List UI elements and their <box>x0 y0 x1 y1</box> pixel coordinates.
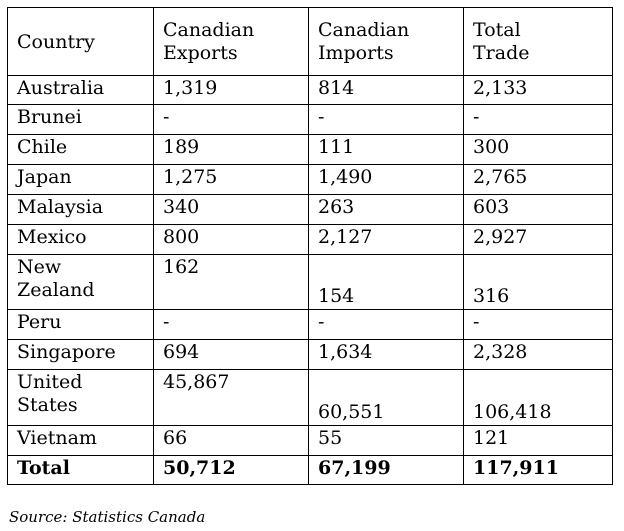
cell-total: 106,418 <box>463 369 613 426</box>
cell-exports: 162 <box>153 254 309 310</box>
cell-total: 300 <box>463 134 613 165</box>
cell-exports: - <box>153 104 309 135</box>
cell-total: 2,765 <box>463 164 613 195</box>
cell-country-text: Peru <box>17 311 62 333</box>
table-body: Country Canadian Exports Canadian Imports … <box>7 7 613 485</box>
header-imports-line: Canadian <box>318 19 410 41</box>
cell-imports: - <box>308 309 464 340</box>
cell-country: Mexico <box>7 224 154 255</box>
cell-exports: - <box>153 309 309 340</box>
table-row: Chile 189 111 300 <box>7 134 613 165</box>
table-row: United States 45,867 60,551 106,418 <box>7 369 613 426</box>
cell-country-text: Zealand <box>17 279 95 301</box>
cell-imports: 1,490 <box>308 164 464 195</box>
header-country-label: Country <box>17 30 95 53</box>
table-row: Vietnam 66 55 121 <box>7 425 613 456</box>
cell-exports: 694 <box>153 339 309 370</box>
cell-exports: 1,319 <box>153 75 309 105</box>
cell-total: - <box>463 104 613 135</box>
table-row: Singapore 694 1,634 2,328 <box>7 339 613 370</box>
header-exports-line: Canadian <box>163 19 255 41</box>
total-label: Total <box>7 455 154 485</box>
cell-exports: 66 <box>153 425 309 456</box>
table-row: New Zealand 162 154 316 <box>7 254 613 310</box>
cell-country-text: Australia <box>17 77 105 99</box>
cell-country: Malaysia <box>7 194 154 225</box>
table-row: Mexico 800 2,127 2,927 <box>7 224 613 255</box>
header-imports: Canadian Imports <box>308 7 464 76</box>
total-trade: 117,911 <box>463 455 613 485</box>
cell-country-text: Singapore <box>17 341 116 363</box>
cell-total: 2,133 <box>463 75 613 105</box>
cell-country: New Zealand <box>7 254 154 310</box>
cell-country: Peru <box>7 309 154 340</box>
table-row: Malaysia 340 263 603 <box>7 194 613 225</box>
table-row: Brunei - - - <box>7 104 613 135</box>
cell-exports: 800 <box>153 224 309 255</box>
source-note: Source: Statistics Canada <box>9 508 206 526</box>
cell-country: Australia <box>7 75 154 105</box>
table-row: Peru - - - <box>7 309 613 340</box>
cell-total: - <box>463 309 613 340</box>
table-row: Japan 1,275 1,490 2,765 <box>7 164 613 195</box>
cell-total: 121 <box>463 425 613 456</box>
cell-imports: 1,634 <box>308 339 464 370</box>
total-imports: 67,199 <box>308 455 464 485</box>
cell-imports: 263 <box>308 194 464 225</box>
cell-total: 2,328 <box>463 339 613 370</box>
total-exports: 50,712 <box>153 455 309 485</box>
cell-country: Singapore <box>7 339 154 370</box>
total-row: Total 50,712 67,199 117,911 <box>7 455 613 485</box>
cell-country-text: States <box>17 394 78 416</box>
header-imports-line: Imports <box>318 42 394 64</box>
cell-country-text: Chile <box>17 136 68 158</box>
cell-exports: 189 <box>153 134 309 165</box>
header-total-line: Trade <box>473 42 530 64</box>
header-exports-line: Exports <box>163 42 238 64</box>
cell-country-text: Vietnam <box>17 427 97 449</box>
cell-imports: 814 <box>308 75 464 105</box>
cell-imports: - <box>308 104 464 135</box>
cell-total: 2,927 <box>463 224 613 255</box>
table-row: Australia 1,319 814 2,133 <box>7 75 613 105</box>
cell-country: United States <box>7 369 154 426</box>
trade-table: Country Canadian Exports Canadian Imports … <box>7 7 613 485</box>
cell-country-text: Japan <box>17 166 72 188</box>
cell-country-text: Mexico <box>17 226 87 248</box>
cell-country: Japan <box>7 164 154 195</box>
header-total: Total Trade <box>463 7 613 76</box>
cell-country: Chile <box>7 134 154 165</box>
cell-total: 603 <box>463 194 613 225</box>
cell-exports: 340 <box>153 194 309 225</box>
header-exports: Canadian Exports <box>153 7 309 76</box>
header-row: Country Canadian Exports Canadian Imports … <box>7 7 613 76</box>
cell-country: Vietnam <box>7 425 154 456</box>
cell-country-text: New <box>17 256 62 278</box>
cell-exports: 1,275 <box>153 164 309 195</box>
cell-imports: 154 <box>308 254 464 310</box>
cell-imports: 55 <box>308 425 464 456</box>
cell-country-text: Brunei <box>17 106 82 128</box>
header-country: Country <box>7 7 154 76</box>
cell-imports: 2,127 <box>308 224 464 255</box>
cell-country-text: Malaysia <box>17 196 104 218</box>
cell-exports: 45,867 <box>153 369 309 426</box>
cell-imports: 60,551 <box>308 369 464 426</box>
cell-total: 316 <box>463 254 613 310</box>
cell-imports: 111 <box>308 134 464 165</box>
cell-country: Brunei <box>7 104 154 135</box>
cell-country-text: United <box>17 371 83 393</box>
header-total-line: Total <box>473 19 521 41</box>
